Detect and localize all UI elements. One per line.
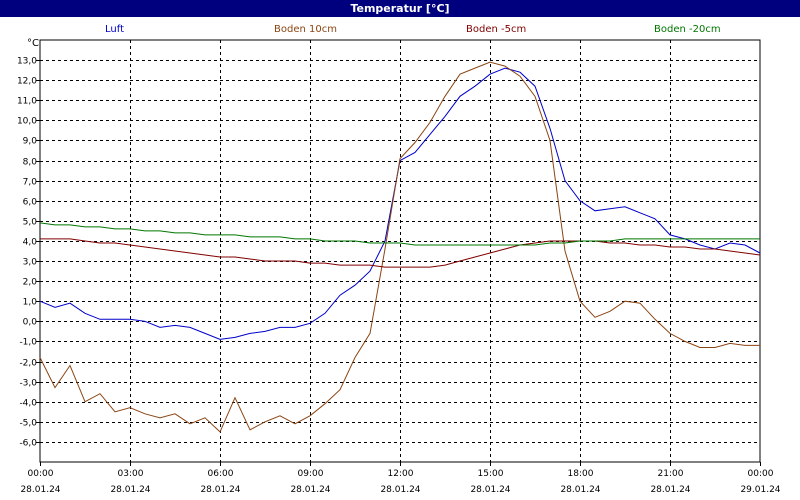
x-tick-label-date: 28.01.24 bbox=[650, 485, 690, 495]
x-tick-label-date: 28.01.24 bbox=[110, 485, 150, 495]
y-tick-label: -5,0 bbox=[19, 419, 37, 429]
y-tick-label: 5,0 bbox=[23, 218, 38, 228]
x-tick-label-date: 29.01.24 bbox=[740, 485, 780, 495]
y-tick-label: 13,0 bbox=[17, 57, 37, 67]
legend-label-boden-5cm: Boden -5cm bbox=[466, 24, 527, 35]
y-tick-label: 1,0 bbox=[23, 298, 38, 308]
legend-item-boden-20cm: Boden -20cm bbox=[654, 24, 721, 36]
series-line-boden-10cm bbox=[39, 61, 760, 433]
y-tick-label: 2,0 bbox=[23, 278, 38, 288]
x-tick-label-time: 00:00 bbox=[28, 469, 54, 479]
y-tick-label: 10,0 bbox=[17, 117, 37, 127]
x-tick-label-time: 12:00 bbox=[388, 469, 414, 479]
x-tick-label-date: 28.01.24 bbox=[290, 485, 330, 495]
x-tick-label-date: 28.01.24 bbox=[200, 485, 240, 495]
series-line-boden-5cm bbox=[40, 238, 761, 268]
legend-item-luft: Luft bbox=[105, 24, 124, 36]
y-tick-label: 4,0 bbox=[23, 238, 38, 248]
legend-item-boden-5cm: Boden -5cm bbox=[466, 24, 526, 36]
window-title: Temperatur [°C] bbox=[350, 2, 450, 15]
x-tick-label-time: 09:00 bbox=[298, 469, 324, 479]
y-tick-label: 7,0 bbox=[23, 178, 38, 188]
legend-item-boden-10cm: Boden 10cm bbox=[274, 24, 337, 36]
x-tick-label-time: 06:00 bbox=[208, 469, 234, 479]
legend-label-boden-10cm: Boden 10cm bbox=[274, 24, 337, 35]
x-tick-label-time: 15:00 bbox=[478, 469, 504, 479]
y-tick-label: -3,0 bbox=[19, 379, 37, 389]
window-title-bar: Temperatur [°C] bbox=[0, 0, 800, 17]
y-tick-label: -2,0 bbox=[19, 359, 37, 369]
y-tick-label: -6,0 bbox=[19, 439, 37, 449]
x-tick-label-time: 21:00 bbox=[658, 469, 684, 479]
legend-label-luft: Luft bbox=[105, 24, 124, 35]
y-tick-label: 8,0 bbox=[23, 158, 38, 168]
x-tick-label-date: 28.01.24 bbox=[470, 485, 510, 495]
x-tick-label-date: 28.01.24 bbox=[20, 485, 60, 495]
y-tick-label: 6,0 bbox=[23, 198, 38, 208]
x-tick-label-time: 03:00 bbox=[118, 469, 144, 479]
x-tick-label-date: 28.01.24 bbox=[380, 485, 420, 495]
y-tick-label: 3,0 bbox=[23, 258, 38, 268]
y-tick-label: 12,0 bbox=[17, 77, 37, 87]
series-line-boden-20cm bbox=[39, 222, 760, 246]
y-tick-label: 9,0 bbox=[23, 137, 38, 147]
y-tick-label: 0,0 bbox=[23, 318, 38, 328]
y-tick-label: -1,0 bbox=[19, 338, 37, 348]
legend-label-boden-20cm: Boden -20cm bbox=[654, 24, 721, 35]
y-tick-label: 11,0 bbox=[17, 97, 37, 107]
x-tick-label-time: 18:00 bbox=[568, 469, 594, 479]
y-axis-unit-label: °C bbox=[27, 38, 39, 49]
y-tick-label: -4,0 bbox=[19, 399, 37, 409]
x-tick-label-time: 00:00 bbox=[748, 469, 774, 479]
x-tick-label-date: 28.01.24 bbox=[560, 485, 600, 495]
